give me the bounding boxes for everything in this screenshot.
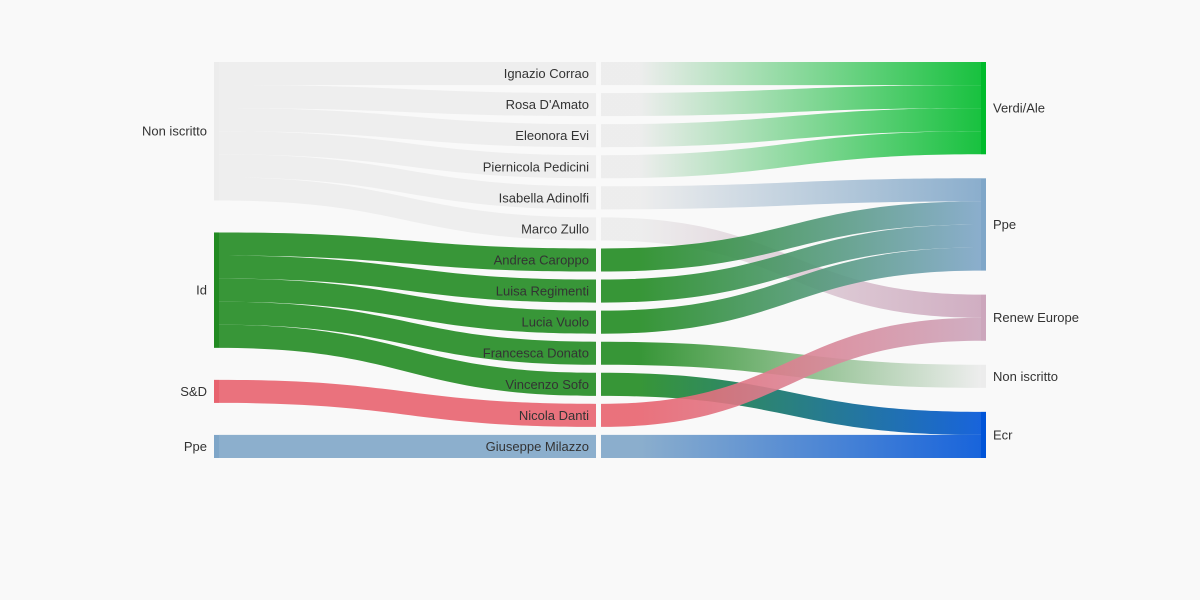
link-eleonora-evi-to-verdi-ale [601,108,981,148]
link-id-to-lucia-vuolo [219,278,596,334]
label-target-ppe: Ppe [993,217,1016,232]
label-mid-vincenzo-sofo: Vincenzo Sofo [505,377,589,392]
link-non-iscritto-to-isabella-adinolfi [219,154,596,210]
label-target-verdi-ale: Verdi/Ale [993,101,1045,116]
label-mid-piernicola-pedicini: Piernicola Pedicini [483,159,589,174]
link-s-d-to-nicola-danti [219,379,596,427]
link-ppe-to-giuseppe-milazzo [219,434,596,458]
node-source-ppe [214,434,219,458]
link-id-to-francesca-donato [219,301,596,365]
label-mid-isabella-adinolfi: Isabella Adinolfi [499,190,589,205]
link-non-iscritto-to-piernicola-pedicini [219,131,596,179]
sankey-nodes [214,62,986,458]
label-mid-giuseppe-milazzo: Giuseppe Milazzo [486,439,589,454]
node-target-verdi-ale [981,62,986,155]
link-id-to-vincenzo-sofo [219,324,596,396]
link-non-iscritto-to-rosa-d-amato [219,85,596,117]
link-ignazio-corrao-to-verdi-ale [601,62,981,86]
link-nicola-danti-to-renew-europe [601,317,981,427]
node-target-ecr [981,411,986,458]
node-source-non-iscritto [214,62,219,201]
link-piernicola-pedicini-to-verdi-ale [601,131,981,179]
label-mid-ignazio-corrao: Ignazio Corrao [504,66,589,81]
label-mid-andrea-caroppo: Andrea Caroppo [494,253,589,268]
node-source-id [214,232,219,348]
link-isabella-adinolfi-to-ppe [601,178,981,210]
link-id-to-luisa-regimenti [219,255,596,303]
sankey-labels: Non iscritto Id S&D Ppe Ignazio Corrao Rosa D… [142,66,1079,454]
label-source-non-iscritto: Non iscritto [142,124,207,139]
label-mid-luisa-regimenti: Luisa Regimenti [496,284,589,299]
label-mid-marco-zullo: Marco Zullo [521,221,589,236]
link-andrea-caroppo-to-ppe [601,201,981,272]
node-target-non-iscritto [981,364,986,388]
node-source-s-d [214,379,219,403]
link-lucia-vuolo-to-ppe [601,247,981,334]
link-non-iscritto-to-ignazio-corrao [219,62,596,86]
label-mid-nicola-danti: Nicola Danti [519,408,589,423]
label-source-s-d: S&D [180,384,207,399]
label-mid-lucia-vuolo: Lucia Vuolo [522,315,589,330]
label-source-id: Id [196,283,207,298]
link-rosa-d-amato-to-verdi-ale [601,85,981,117]
link-id-to-andrea-caroppo [219,232,596,272]
node-target-renew-europe [981,294,986,341]
link-non-iscritto-to-marco-zullo [219,177,596,241]
link-vincenzo-sofo-to-ecr [601,372,981,435]
link-luisa-regimenti-to-ppe [601,224,981,303]
node-target-ppe [981,178,986,271]
label-mid-eleonora-evi: Eleonora Evi [515,128,589,143]
label-target-ecr: Ecr [993,427,1013,442]
link-giuseppe-milazzo-to-ecr [601,434,981,458]
label-target-non-iscritto: Non iscritto [993,369,1058,384]
label-target-renew-europe: Renew Europe [993,310,1079,325]
label-mid-rosa-d-amato: Rosa D'Amato [506,97,589,112]
link-non-iscritto-to-eleonora-evi [219,108,596,148]
label-mid-francesca-donato: Francesca Donato [483,346,589,361]
sankey-links [219,62,981,458]
label-source-ppe: Ppe [184,439,207,454]
